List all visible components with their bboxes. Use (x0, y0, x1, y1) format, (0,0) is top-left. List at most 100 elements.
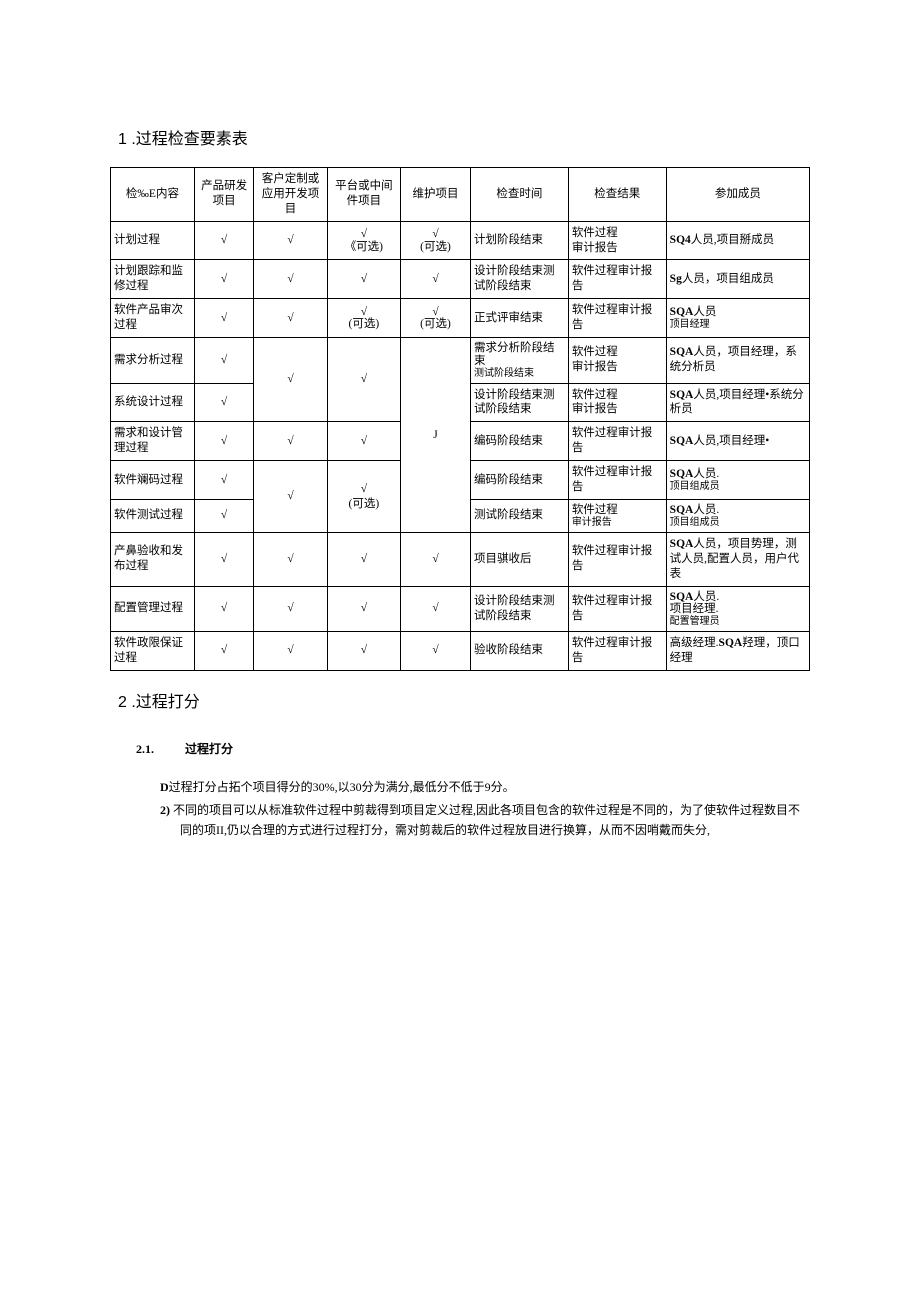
cell: SQA人员顶目经理 (666, 299, 809, 338)
cell: SQA人员,项目经理•系统分析员 (666, 383, 809, 422)
cell: 计划跟踪和监修过程 (111, 260, 195, 299)
cell: √ (327, 532, 400, 586)
table-row: 计划跟踪和监修过程 √ √ √ √ 设计阶段结束测试阶段结束 软件过程审计报告 … (111, 260, 810, 299)
cell: 软件过程审计报告 (568, 461, 666, 500)
table-header-row: 检‰E内容 产品研发项目 客户定制或应用开发项目 平台或中间件项目 维护项目 检… (111, 167, 810, 221)
cell: 软件过程审计报告 (568, 500, 666, 533)
cell-merged: √ (254, 461, 327, 533)
cell: √ (194, 260, 253, 299)
cell: 验收阶段结束 (470, 631, 568, 670)
cell: SQA人员,项目经理• (666, 422, 809, 461)
cell: √《可选) (327, 221, 400, 260)
cell-merged: √(可选) (327, 461, 400, 533)
cell: √(可选) (401, 221, 471, 260)
section-2-heading: 2 .过程打分 (118, 693, 810, 714)
cell: 正式评审结束 (470, 299, 568, 338)
cell: √ (254, 260, 327, 299)
th-2: 客户定制或应用开发项目 (254, 167, 327, 221)
th-5: 检查时间 (470, 167, 568, 221)
cell: √ (194, 422, 253, 461)
th-7: 参加成员 (666, 167, 809, 221)
cell: √ (327, 422, 400, 461)
cell: 需求分析阶段结束测试阶段结束 (470, 338, 568, 383)
cell: 项目骐收后 (470, 532, 568, 586)
table-row: 产鼻验收和发布过程 √ √ √ √ 项目骐收后 软件过程审计报告 SQA人员，项… (111, 532, 810, 586)
cell: SQA人员，项目经理，系统分析员 (666, 338, 809, 383)
process-check-table: 检‰E内容 产品研发项目 客户定制或应用开发项目 平台或中间件项目 维护项目 检… (110, 167, 810, 671)
cell: 软件过程审计报告 (568, 422, 666, 461)
cell: SQA人员.顶目组成员 (666, 461, 809, 500)
cell: √ (401, 586, 471, 631)
th-4: 维护项目 (401, 167, 471, 221)
cell: 软件过程审计报告 (568, 586, 666, 631)
cell: 编码阶段结束 (470, 422, 568, 461)
cell: 软件过程审计报告 (568, 221, 666, 260)
cell: 软件过程审计报告 (568, 299, 666, 338)
cell: √ (194, 338, 253, 383)
body-text: D过程打分占拓个项目得分的30%,以30分为满分,最低分不低于9分。 2) 不同… (160, 777, 810, 840)
cell: √ (194, 221, 253, 260)
cell: √ (401, 532, 471, 586)
cell: 软件斓码过程 (111, 461, 195, 500)
cell: 软件测试过程 (111, 500, 195, 533)
cell: 计划过程 (111, 221, 195, 260)
cell: 需求和设计管理过程 (111, 422, 195, 461)
cell: SQ4人员,项目掰成员 (666, 221, 809, 260)
cell: √ (194, 586, 253, 631)
cell-merged: J (401, 338, 471, 533)
cell: 计划阶段结束 (470, 221, 568, 260)
cell: 测试阶段结束 (470, 500, 568, 533)
section-2-1-title: 过程打分 (185, 742, 233, 756)
th-6: 检查结果 (568, 167, 666, 221)
th-0: 检‰E内容 (111, 167, 195, 221)
cell: 产鼻验收和发布过程 (111, 532, 195, 586)
body-p2: 2) 不同的项目可以从标准软件过程中剪裁得到项目定义过程,因此各项目包含的软件过… (160, 800, 810, 841)
cell: 系统设计过程 (111, 383, 195, 422)
cell: 设计阶段结束测试阶段结束 (470, 383, 568, 422)
cell: √(可选) (401, 299, 471, 338)
cell: 高级经理.SQA羟理，顶口经理 (666, 631, 809, 670)
section-2-1-heading: 2.1. 过程打分 (136, 742, 810, 758)
cell: √ (194, 500, 253, 533)
cell: √ (327, 631, 400, 670)
cell: √ (194, 532, 253, 586)
th-3: 平台或中间件项目 (327, 167, 400, 221)
th-1: 产品研发项目 (194, 167, 253, 221)
table-row: 软件政限保证过程 √ √ √ √ 验收阶段结束 软件过程审计报告 高级经理.SQ… (111, 631, 810, 670)
cell: √ (194, 383, 253, 422)
cell: √ (327, 260, 400, 299)
cell: √ (327, 586, 400, 631)
cell: 软件过程审计报告 (568, 631, 666, 670)
cell-merged: √ (254, 338, 327, 422)
cell: √ (401, 260, 471, 299)
cell: √ (254, 532, 327, 586)
cell: √ (194, 631, 253, 670)
section-1-heading: 1 .过程检查要素表 (118, 130, 810, 151)
section-1-title: .过程检查要素表 (131, 131, 247, 148)
section-2-title: .过程打分 (131, 694, 199, 711)
cell: √ (254, 586, 327, 631)
cell: 配置管理过程 (111, 586, 195, 631)
cell: 设计阶段结束测试阶段结束 (470, 260, 568, 299)
cell: √ (254, 299, 327, 338)
table-row: 需求分析过程 √ √ √ J 需求分析阶段结束测试阶段结束 软件过程审计报告 S… (111, 338, 810, 383)
body-p1: D过程打分占拓个项目得分的30%,以30分为满分,最低分不低于9分。 (160, 777, 810, 797)
table-row: 计划过程 √ √ √《可选) √(可选) 计划阶段结束 软件过程审计报告 SQ4… (111, 221, 810, 260)
section-1-number: 1 (118, 131, 127, 148)
cell: SQA人员.项目经理.配置管理员 (666, 586, 809, 631)
cell: SQA人员.顶目组成员 (666, 500, 809, 533)
table-row: 软件产品审次过程 √ √ √(可选) √(可选) 正式评审结束 软件过程审计报告… (111, 299, 810, 338)
cell: 软件过程审计报告 (568, 532, 666, 586)
cell: √ (254, 221, 327, 260)
cell: 软件产品审次过程 (111, 299, 195, 338)
cell-merged: √ (327, 338, 400, 422)
table-row: 配置管理过程 √ √ √ √ 设计阶段结束测试阶段结束 软件过程审计报告 SQA… (111, 586, 810, 631)
cell: 软件过程审计报告 (568, 338, 666, 383)
cell: 软件过程审计报告 (568, 260, 666, 299)
cell: √ (194, 299, 253, 338)
cell: √ (254, 631, 327, 670)
cell: 软件政限保证过程 (111, 631, 195, 670)
cell: √(可选) (327, 299, 400, 338)
cell: 需求分析过程 (111, 338, 195, 383)
cell: 设计阶段结束测试阶段结束 (470, 586, 568, 631)
